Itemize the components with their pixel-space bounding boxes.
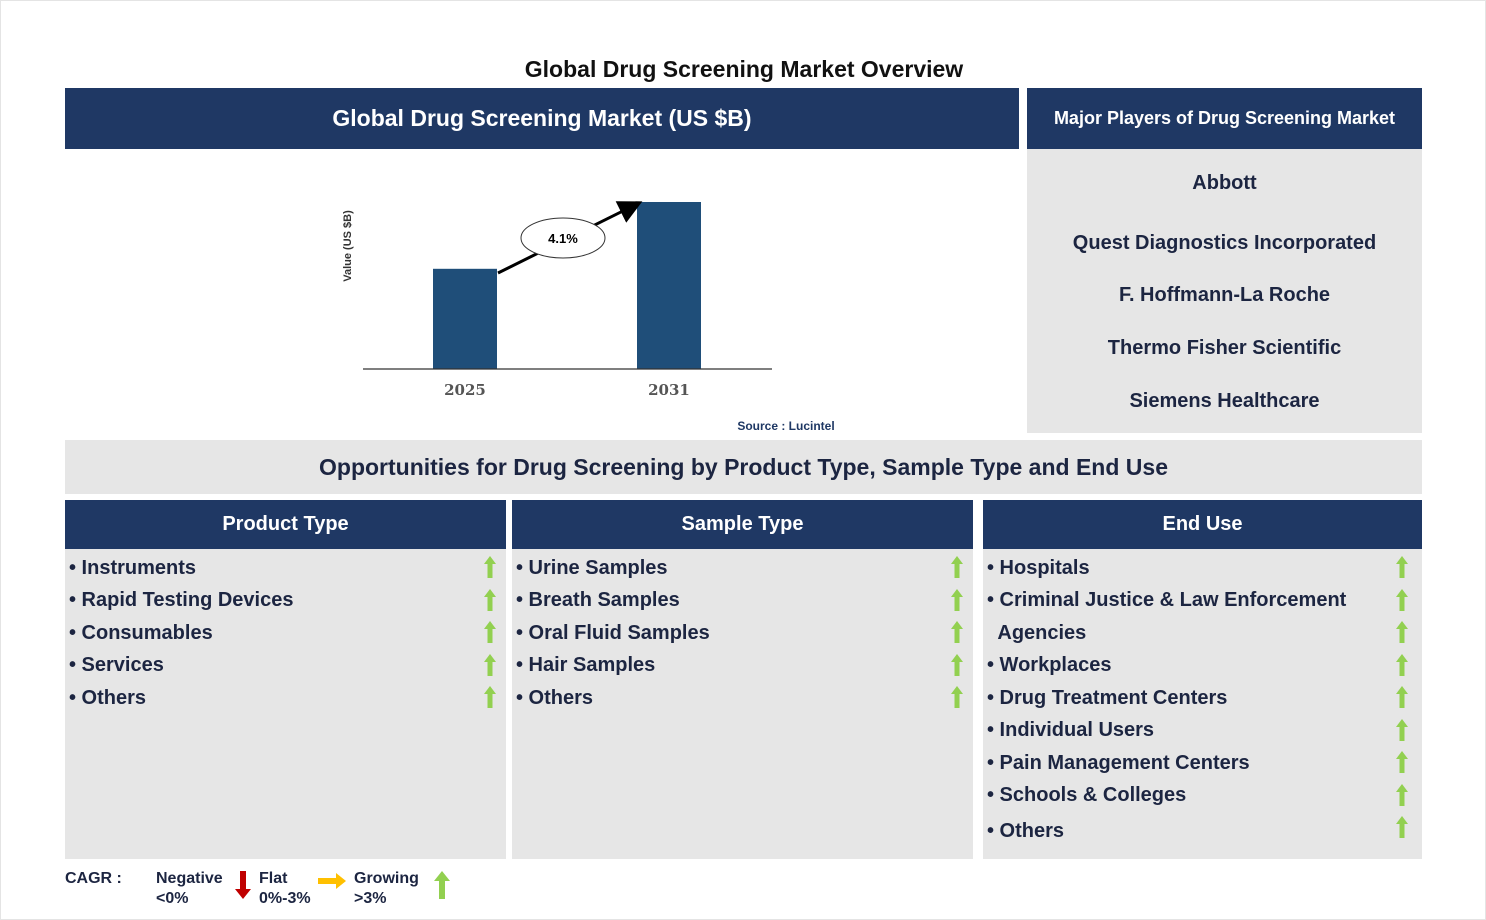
list-item: • Others (516, 682, 973, 715)
list-item: Agencies (987, 617, 1422, 650)
market-chart: Value (US $B) 4.1% 2025 2031 Source : Lu… (342, 201, 835, 433)
list-item-label: • Drug Treatment Centers (987, 686, 1228, 709)
list-item-label: • Hair Samples (516, 654, 656, 677)
arrow-up-icon (484, 653, 496, 676)
column-header: Sample Type (512, 500, 973, 549)
arrow-up-icon (1396, 751, 1408, 773)
arrow-up-icon (484, 686, 496, 708)
column-list: • Hospitals • Criminal Justice & Law Enfo… (987, 552, 1422, 850)
list-item: • Urine Samples (516, 552, 973, 585)
list-item-label: • Instruments (69, 556, 197, 579)
player-item: F. Hoffmann-La Roche (1118, 284, 1331, 306)
y-axis-label: Value (US $B) (342, 210, 354, 282)
page-title: Global Drug Screening Market Overview (524, 56, 964, 82)
list-item-label: • Others (987, 819, 1065, 842)
legend-growing-range: >3% (354, 890, 387, 907)
arrow-up-icon (1396, 718, 1408, 741)
legend-growing-name: Growing (354, 870, 419, 887)
column-body (512, 549, 973, 859)
list-item-label: • Services (69, 654, 164, 677)
column-body (983, 549, 1422, 859)
legend-flat-name: Flat (259, 870, 288, 887)
list-item: • Individual Users (987, 715, 1422, 748)
players-panel (1027, 149, 1422, 433)
list-item: • Rapid Testing Devices (69, 585, 506, 618)
arrow-up-icon (951, 588, 963, 611)
list-item-label: • Others (516, 686, 594, 709)
arrow-up-icon (1396, 783, 1408, 806)
list-item: • Consumables (69, 617, 506, 650)
list-item: • Hospitals (987, 552, 1422, 585)
list-item: • Others (987, 812, 1422, 850)
arrow-up-icon (1396, 588, 1408, 611)
arrow-up-icon (951, 621, 963, 643)
list-item-label: Agencies (987, 621, 1087, 644)
arrow-up-icon (484, 556, 496, 578)
arrow-up-icon (484, 588, 496, 611)
list-item-label: • Hospitals (987, 556, 1090, 579)
legend-negative-range: <0% (156, 890, 189, 907)
list-item: • Pain Management Centers (987, 747, 1422, 780)
list-item: • Schools & Colleges (987, 780, 1422, 813)
column-header: End Use (983, 500, 1422, 549)
arrow-up-icon (1396, 686, 1408, 708)
arrow-up-icon (1396, 816, 1408, 838)
player-item: Siemens Healthcare (1129, 390, 1320, 412)
arrow-right-icon (318, 873, 346, 889)
legend-flat-range: 0%-3% (259, 890, 311, 907)
x-tick-label: 2031 (648, 381, 690, 399)
bar-2025 (433, 268, 497, 369)
list-item: • Hair Samples (516, 650, 973, 683)
bar-2031 (637, 202, 701, 369)
list-item-label: • Rapid Testing Devices (69, 589, 294, 612)
opportunities-title: Opportunities for Drug Screening by Prod… (65, 440, 1422, 494)
list-item-label: • Schools & Colleges (987, 784, 1187, 807)
list-item-label: • Urine Samples (516, 556, 668, 579)
list-item-label: • Criminal Justice & Law Enforcement (987, 589, 1347, 612)
arrow-up-icon (951, 686, 963, 708)
arrow-up-icon (951, 556, 963, 578)
list-item-label: • Workplaces (987, 654, 1112, 677)
x-tick-label: 2025 (444, 381, 486, 399)
list-item-label: • Consumables (69, 621, 213, 644)
market-header: Global Drug Screening Market (US $B) (65, 88, 1019, 149)
legend-negative: Negative <0% (156, 869, 223, 909)
list-item: • Drug Treatment Centers (987, 682, 1422, 715)
legend-negative-name: Negative (156, 870, 223, 887)
list-item: • Workplaces (987, 650, 1422, 683)
list-item-label: • Others (69, 686, 147, 709)
column-list: • Instruments • Rapid Testing Devices • Co… (69, 552, 506, 715)
arrow-up-icon (1396, 621, 1408, 643)
source-label: Source : Lucintel (737, 419, 834, 433)
player-item: Quest Diagnostics Incorporated (1072, 232, 1377, 254)
column-list: • Urine Samples • Breath Samples • Oral Fl… (516, 552, 973, 715)
legend-flat: Flat 0%-3% (259, 869, 311, 909)
list-item: • Instruments (69, 552, 506, 585)
column-header: Product Type (65, 500, 506, 549)
legend-label: CAGR : (65, 870, 122, 887)
list-item-label: • Individual Users (987, 719, 1155, 742)
cagr-bubble (520, 217, 606, 259)
list-item-label: • Pain Management Centers (987, 751, 1250, 774)
list-item: • Criminal Justice & Law Enforcement (987, 585, 1422, 618)
arrow-up-icon (951, 653, 963, 676)
list-item: • Services (69, 650, 506, 683)
players-header: Major Players of Drug Screening Market (1027, 88, 1422, 149)
legend-growing: Growing >3% (354, 869, 419, 909)
player-item: Thermo Fisher Scientific (1107, 337, 1342, 359)
player-item: Abbott (1192, 172, 1257, 194)
list-item: • Breath Samples (516, 585, 973, 618)
arrow-up-icon (1396, 653, 1408, 676)
arrow-up-icon (1396, 556, 1408, 578)
list-item: • Others (69, 682, 506, 715)
list-item: • Oral Fluid Samples (516, 617, 973, 650)
arrow-up-icon (484, 621, 496, 643)
column-body (65, 549, 506, 859)
arrow-up-icon (434, 871, 450, 899)
list-item-label: • Oral Fluid Samples (516, 621, 710, 644)
arrow-down-icon (235, 871, 251, 899)
list-item-label: • Breath Samples (516, 589, 680, 612)
cagr-label: 4.1% (548, 231, 578, 246)
